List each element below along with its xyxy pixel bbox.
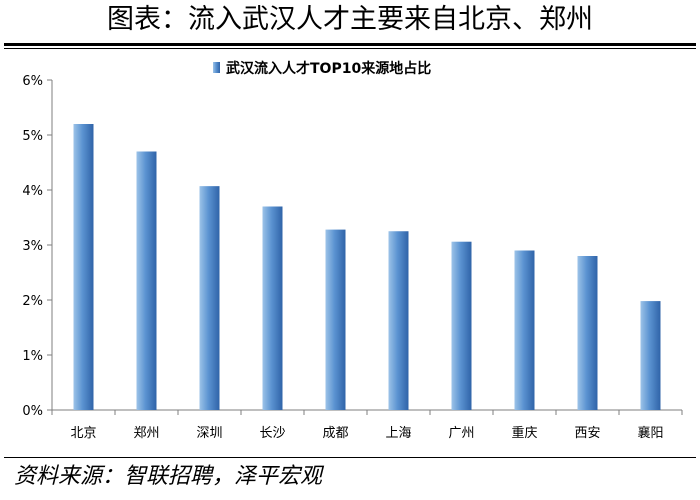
bar [136,151,157,410]
y-tick-label: 1% [22,349,43,364]
x-tick-label: 郑州 [133,426,159,441]
x-tick-label: 襄阳 [637,425,663,441]
bar [388,231,409,410]
x-tick-label: 北京 [70,426,96,441]
bar [73,124,94,410]
x-axis-labels: 北京 郑州 深圳 长沙 成都 上海 广州 重庆 西安 襄阳 [70,425,663,441]
bar [514,250,535,410]
x-tick-label: 成都 [322,426,348,441]
chart-legend: 武汉流入人才TOP10来源地占比 [213,60,431,77]
bar [262,206,283,410]
bar [451,241,472,410]
y-tick-label: 6% [22,74,43,89]
x-tick-label: 上海 [385,426,411,441]
x-tick-label: 重庆 [511,425,537,441]
header-rule-thin [4,48,696,49]
y-tick-label: 2% [22,294,43,309]
y-tick-label: 4% [22,184,43,199]
bar-chart: 武汉流入人才TOP10来源地占比 北京 郑州 深圳 长沙 成都 上海 广州 重庆 西安 襄阳 0%… [22,60,683,441]
y-tick-label: 0% [22,404,43,419]
x-tick-label: 长沙 [259,426,285,441]
chart-axes [47,79,683,415]
x-tick-label: 西安 [574,426,600,441]
bar [577,256,598,410]
y-tick-label: 3% [22,239,43,254]
page-title: 图表：流入武汉人才主要来自北京、郑州 [107,4,593,35]
x-tick-label: 深圳 [196,426,222,441]
legend-label: 武汉流入人才TOP10来源地占比 [226,60,431,77]
y-axis-labels: 0% 1% 2% 3% 4% 5% 6% [22,74,43,419]
source-note: 资料来源：智联招聘，泽平宏观 [14,464,323,489]
legend-swatch [213,62,220,73]
bar [325,229,346,410]
chart-bars [73,124,661,410]
bar [640,301,661,410]
bar [199,186,220,410]
y-tick-label: 5% [22,129,43,144]
header-rule-thick [4,43,696,46]
x-tick-label: 广州 [448,426,474,441]
footer-rule [4,457,696,458]
